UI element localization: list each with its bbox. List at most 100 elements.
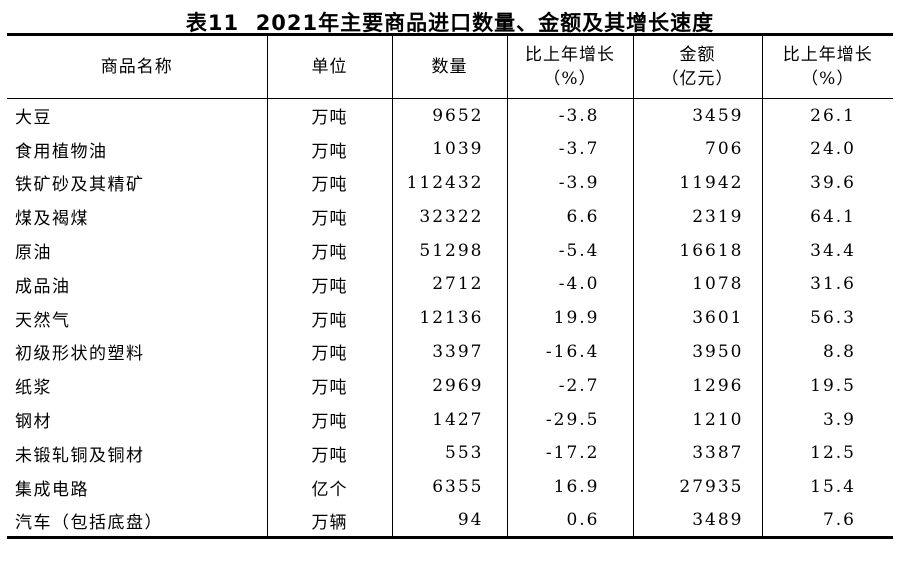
col-header-label: 单位 [311, 57, 348, 77]
cell-unit: 万吨 [267, 267, 393, 302]
col-header-commodity-name: 商品名称 [7, 34, 268, 99]
cell-unit: 万吨 [267, 368, 393, 403]
cell-amount: 3459 [633, 98, 763, 133]
cell-name: 食用植物油 [7, 132, 268, 167]
cell-unit: 万辆 [267, 504, 393, 538]
cell-amount: 1296 [633, 368, 763, 403]
table-row: 汽车（包括底盘） 万辆 94 0.6 3489 7.6 [7, 504, 893, 538]
cell-quantity: 112432 [392, 166, 508, 200]
cell-amount: 11942 [633, 166, 763, 200]
table-row: 成品油 万吨 2712 -4.0 1078 31.6 [7, 267, 893, 302]
table-title: 表11 2021年主要商品进口数量、金额及其增长速度 [185, 11, 715, 35]
table-row: 纸浆 万吨 2969 -2.7 1296 19.5 [7, 368, 893, 403]
cell-amount_growth: 34.4 [810, 240, 856, 261]
cell-name: 煤及褐煤 [7, 199, 268, 234]
cell-name: 原油 [7, 233, 268, 268]
cell-name: 钢材 [7, 402, 268, 437]
cell-unit: 万吨 [267, 199, 393, 234]
cell-name: 初级形状的塑料 [7, 335, 268, 369]
cell-amount_growth: 8.8 [822, 341, 856, 362]
cell-amount_growth: 31.6 [810, 274, 856, 295]
cell-unit: 万吨 [267, 166, 393, 200]
cell-amount_growth: 15.4 [810, 477, 856, 498]
cell-quantity_growth: -16.4 [507, 335, 634, 369]
cell-name: 铁矿砂及其精矿 [7, 166, 268, 200]
cell-name: 成品油 [7, 267, 268, 302]
cell-amount: 27935 [633, 470, 763, 505]
cell-quantity: 2969 [392, 368, 508, 403]
cell-amount: 706 [633, 132, 763, 167]
cell-quantity: 51298 [392, 233, 508, 268]
import-commodities-table: 商品名称 单位 数量 比上年增长 （%） 金额 （亿元） 比上年增长 [7, 33, 893, 540]
cell-amount_growth: 64.1 [810, 206, 856, 227]
cell-quantity: 3397 [392, 335, 508, 369]
col-header-unit: 单位 [267, 34, 393, 99]
table-row: 初级形状的塑料 万吨 3397 -16.4 3950 8.8 [7, 335, 893, 369]
cell-amount: 1210 [633, 402, 763, 437]
cell-amount_growth: 12.5 [810, 443, 856, 464]
cell-unit: 万吨 [267, 402, 393, 437]
cell-amount: 3387 [633, 436, 763, 471]
cell-quantity_growth: 0.6 [507, 504, 634, 538]
cell-amount_growth: 24.0 [810, 139, 856, 160]
col-header-label: 比上年增长 [782, 45, 873, 65]
table-row: 食用植物油 万吨 1039 -3.7 706 24.0 [7, 132, 893, 167]
cell-unit: 万吨 [267, 233, 393, 268]
cell-name: 未锻轧铜及铜材 [7, 436, 268, 471]
cell-quantity: 12136 [392, 301, 508, 336]
cell-name: 纸浆 [7, 368, 268, 403]
cell-quantity_growth: -2.7 [507, 368, 634, 403]
cell-quantity_growth: -5.4 [507, 233, 634, 268]
cell-amount: 16618 [633, 233, 763, 268]
table-row: 原油 万吨 51298 -5.4 16618 34.4 [7, 233, 893, 268]
cell-quantity: 32322 [392, 199, 508, 234]
cell-unit: 万吨 [267, 301, 393, 336]
table-row: 钢材 万吨 1427 -29.5 1210 3.9 [7, 402, 893, 437]
cell-amount_growth: 56.3 [810, 308, 856, 329]
table-body: 大豆 万吨 9652 -3.8 3459 26.1 食用植物油 万吨 1039 -3.7 706 24… [7, 98, 893, 538]
cell-name: 大豆 [7, 98, 268, 133]
col-header-sublabel: （%） [801, 69, 855, 89]
col-header-quantity-growth: 比上年增长 （%） [507, 34, 634, 99]
table-header: 商品名称 单位 数量 比上年增长 （%） 金额 （亿元） 比上年增长 [7, 34, 893, 99]
cell-quantity: 553 [392, 436, 508, 471]
cell-amount: 2319 [633, 199, 763, 234]
cell-quantity: 9652 [392, 98, 508, 133]
cell-quantity_growth: 6.6 [507, 199, 634, 234]
cell-name: 汽车（包括底盘） [7, 504, 268, 538]
cell-unit: 万吨 [267, 436, 393, 471]
cell-amount_growth: 19.5 [810, 375, 856, 396]
table-row: 天然气 万吨 12136 19.9 3601 56.3 [7, 301, 893, 336]
cell-unit: 万吨 [267, 98, 393, 133]
cell-unit: 亿个 [267, 470, 393, 505]
cell-name: 天然气 [7, 301, 268, 336]
col-header-label: 比上年增长 [525, 45, 615, 65]
cell-quantity_growth: -3.9 [507, 166, 634, 200]
cell-amount_growth: 39.6 [810, 172, 856, 193]
cell-quantity: 1039 [392, 132, 508, 167]
cell-quantity_growth: -4.0 [507, 267, 634, 302]
col-header-label: 商品名称 [100, 57, 173, 77]
cell-quantity_growth: 19.9 [507, 301, 634, 336]
cell-unit: 万吨 [267, 132, 393, 167]
col-header-amount: 金额 （亿元） [633, 34, 763, 99]
table-row: 铁矿砂及其精矿 万吨 112432 -3.9 11942 39.6 [7, 166, 893, 200]
cell-quantity_growth: 16.9 [507, 470, 634, 505]
col-header-sublabel: （%） [543, 69, 597, 89]
cell-amount_growth: 7.6 [822, 510, 856, 531]
cell-amount: 3489 [633, 504, 763, 538]
cell-amount: 3601 [633, 301, 763, 336]
table-row: 未锻轧铜及铜材 万吨 553 -17.2 3387 12.5 [7, 436, 893, 471]
table-row: 大豆 万吨 9652 -3.8 3459 26.1 [7, 98, 893, 133]
col-header-label: 数量 [431, 57, 468, 77]
cell-quantity_growth: -17.2 [507, 436, 634, 471]
cell-quantity_growth: -29.5 [507, 402, 634, 437]
cell-amount: 1078 [633, 267, 763, 302]
col-header-sublabel: （亿元） [661, 69, 734, 89]
col-header-amount-growth: 比上年增长 （%） [762, 34, 893, 99]
cell-amount: 3950 [633, 335, 763, 369]
cell-quantity: 1427 [392, 402, 508, 437]
cell-quantity: 2712 [392, 267, 508, 302]
cell-quantity_growth: -3.7 [507, 132, 634, 167]
